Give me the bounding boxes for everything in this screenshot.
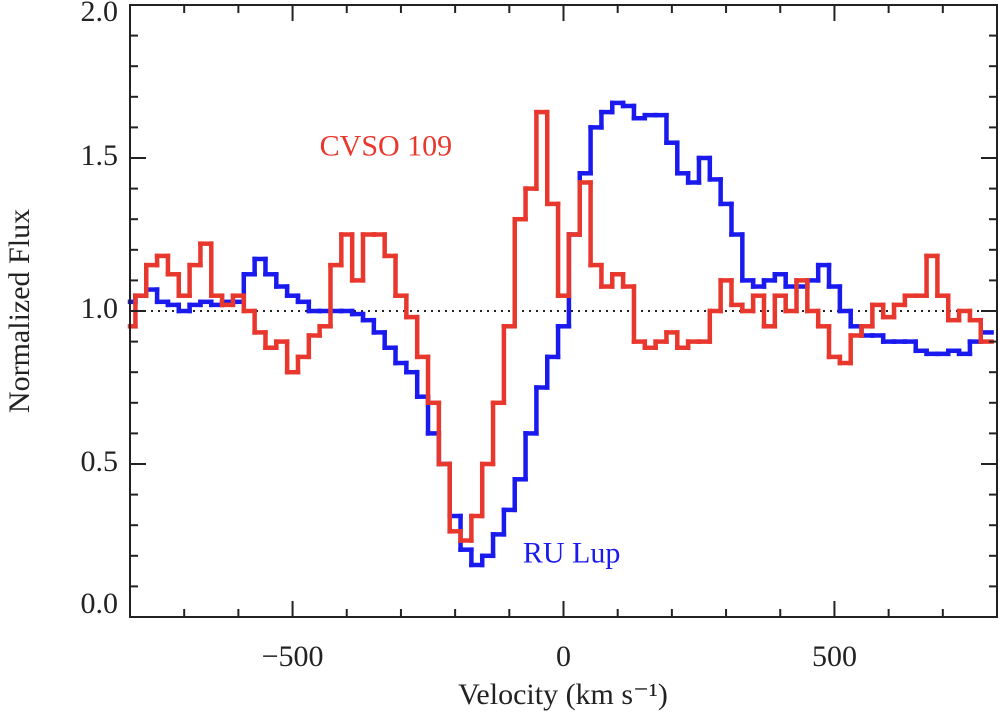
x-tick-label: −500 xyxy=(262,640,324,673)
y-tick-label: 0.5 xyxy=(81,445,119,478)
series-line xyxy=(127,100,994,568)
y-axis-label: Normalized Flux xyxy=(3,209,36,413)
y-tick-label: 0.0 xyxy=(81,587,119,620)
x-tick-label: 500 xyxy=(812,640,857,673)
x-tick-label: 0 xyxy=(556,640,571,673)
y-tick-label: 2.0 xyxy=(81,0,119,28)
y-tick-label: 1.0 xyxy=(81,292,119,325)
x-axis-label: Velocity (km s⁻¹) xyxy=(458,678,668,711)
y-tick-label: 1.5 xyxy=(81,139,119,172)
annotation: RU Lup xyxy=(523,537,621,570)
annotation: CVSO 109 xyxy=(320,130,453,163)
series-line xyxy=(127,109,994,543)
